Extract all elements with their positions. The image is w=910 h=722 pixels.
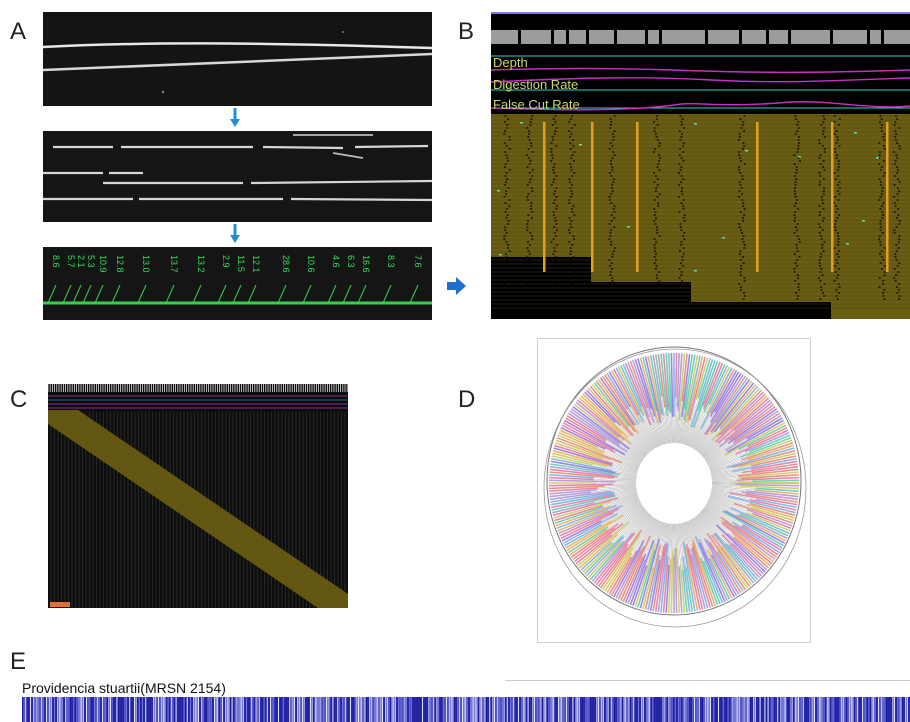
fragment-size-label: 10.6 bbox=[306, 255, 316, 273]
fragment-cut-marker bbox=[111, 284, 121, 304]
panel-c-genome-alignment bbox=[48, 384, 348, 608]
fragment-cut-marker bbox=[247, 284, 257, 304]
panel-e-barcode bbox=[22, 697, 910, 722]
track-label-digestion-rate: Digestion Rate bbox=[493, 77, 578, 92]
fragment-cut-marker bbox=[82, 284, 92, 304]
track-label-depth: Depth bbox=[493, 55, 528, 70]
fragment-cut-marker bbox=[342, 284, 352, 304]
panel-a-image-labeled: 8.6 5.7 2.1 5.3 10.9 12.8 13.0 13.7 13.2 2.9 11.5 1… bbox=[43, 247, 432, 320]
fragment-size-label: 28.6 bbox=[281, 255, 291, 273]
right-arrow bbox=[447, 277, 467, 295]
fragment-size-label: 5.3 bbox=[86, 255, 96, 268]
track-label-false-cut-rate: False Cut Rate bbox=[493, 97, 580, 112]
fragment-size-label: 12.1 bbox=[251, 255, 261, 273]
panel-label-e: E bbox=[10, 648, 27, 675]
fragment-cut-marker bbox=[72, 284, 82, 304]
panel-b-alignment-view: Depth Digestion Rate False Cut Rate bbox=[491, 12, 910, 319]
down-arrow-1 bbox=[230, 108, 240, 128]
fragment-cut-marker bbox=[217, 284, 227, 304]
fragment-size-label: 2.9 bbox=[221, 255, 231, 268]
panel-d-circular-tree bbox=[537, 338, 811, 643]
fragment-cut-marker bbox=[327, 284, 337, 304]
panel-a-image-digested bbox=[43, 131, 432, 222]
fragment-size-label: 8.6 bbox=[51, 255, 61, 268]
species-divider bbox=[505, 680, 910, 681]
fragment-cut-marker bbox=[62, 284, 72, 304]
fragment-size-label: 16.6 bbox=[361, 255, 371, 273]
fragment-size-label: 13.2 bbox=[196, 255, 206, 273]
fragment-size-label: 13.0 bbox=[141, 255, 151, 273]
panel-label-a: A bbox=[10, 18, 27, 45]
fragment-cut-marker bbox=[357, 284, 367, 304]
fragment-size-label: 8.3 bbox=[386, 255, 396, 268]
fragment-cut-marker bbox=[165, 284, 175, 304]
fragment-cut-marker bbox=[192, 284, 202, 304]
panel-a-image-raw bbox=[43, 12, 432, 106]
fragment-size-label: 12.8 bbox=[115, 255, 125, 273]
fragment-cut-marker bbox=[47, 284, 57, 304]
fragment-cut-marker bbox=[137, 284, 147, 304]
panel-label-c: C bbox=[10, 386, 28, 413]
fragment-size-label: 7.6 bbox=[413, 255, 423, 268]
fragment-cut-marker bbox=[302, 284, 312, 304]
down-arrow-2 bbox=[230, 224, 240, 244]
fragment-size-label: 2.1 bbox=[76, 255, 86, 268]
fragment-size-label: 13.7 bbox=[169, 255, 179, 273]
fragment-size-label: 4.6 bbox=[331, 255, 341, 268]
fragment-cut-marker bbox=[409, 284, 419, 304]
fragment-cut-marker bbox=[277, 284, 287, 304]
fragment-cut-marker bbox=[232, 284, 242, 304]
fragment-size-label: 5.7 bbox=[66, 255, 76, 268]
fragment-cut-marker bbox=[94, 284, 104, 304]
fragment-size-label: 10.9 bbox=[98, 255, 108, 273]
fragment-size-label: 6.3 bbox=[346, 255, 356, 268]
panel-label-b: B bbox=[458, 18, 475, 45]
fragment-size-label: 11.5 bbox=[236, 255, 246, 272]
panel-label-d: D bbox=[458, 386, 476, 413]
fragment-cut-marker bbox=[382, 284, 392, 304]
species-label: Providencia stuartii(MRSN 2154) bbox=[22, 680, 226, 696]
